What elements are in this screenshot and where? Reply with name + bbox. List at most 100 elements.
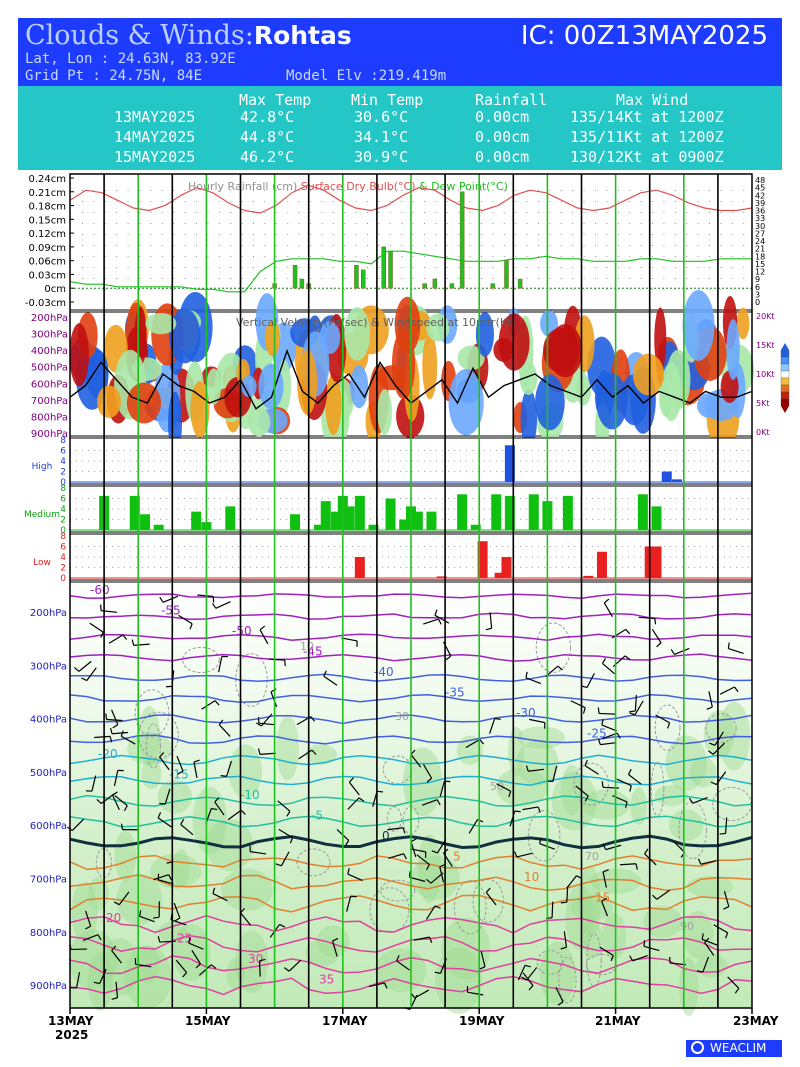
humidity-patch: [226, 957, 245, 990]
wind-barb-flag: [429, 936, 433, 943]
humidity-patch: [630, 787, 648, 826]
wind-barb: [655, 714, 670, 724]
grid-dot: [161, 267, 163, 268]
isotherm-label: -5: [311, 809, 323, 823]
grid-dot: [743, 212, 745, 213]
rain-bar: [292, 265, 298, 289]
grid-dot: [663, 267, 665, 268]
vv-blob: [475, 312, 494, 357]
grid-dot: [230, 245, 232, 246]
humidity-patch: [305, 939, 340, 967]
grid-dot: [389, 190, 391, 191]
grid-dot: [424, 201, 425, 202]
wind-barb: [570, 700, 586, 709]
wind-barb-flag: [131, 639, 135, 646]
rain-y-tick: 0.24cm: [28, 174, 66, 185]
vv-colorbar-cap: [781, 406, 789, 413]
vv-blob: [247, 407, 271, 437]
grid-dot: [389, 212, 391, 213]
grid-dot: [82, 201, 83, 202]
vv-blob: [520, 389, 538, 449]
grid-dot: [743, 256, 745, 257]
cloud-bar: [191, 511, 202, 530]
rain-bar: [517, 278, 523, 289]
grid-dot: [697, 190, 699, 191]
grid-dot: [298, 256, 300, 257]
grid-dot: [731, 267, 733, 268]
wind-barb-flag: [284, 660, 286, 667]
grid-dot: [389, 234, 391, 235]
grid-dot: [310, 234, 311, 235]
grid-dot: [298, 201, 300, 202]
grid-dot: [150, 256, 152, 257]
wind-barb-flag: [557, 665, 563, 671]
grid-dot: [173, 201, 175, 202]
wind-barb-flag: [602, 843, 607, 850]
grid-dot: [458, 234, 460, 235]
grid-dot: [184, 212, 186, 213]
wind-barb: [465, 738, 481, 749]
grid-dot: [720, 278, 722, 279]
grid-dot: [230, 212, 232, 213]
grid-dot: [697, 201, 699, 202]
grid-dot: [332, 190, 334, 191]
wind-barb: [724, 817, 728, 834]
cloud-bar: [651, 546, 662, 578]
wind-barb-flag: [139, 910, 142, 917]
wind-barb: [584, 765, 599, 775]
grid-dot: [583, 234, 585, 235]
vv-blob: [97, 385, 121, 419]
grid-dot: [583, 245, 585, 246]
model-elevation: Model Elv :219.419m: [286, 68, 447, 84]
cloud-y-tick: 2: [60, 564, 66, 574]
grid-dot: [720, 234, 722, 235]
grid-dot: [560, 223, 562, 224]
grid-dot: [184, 234, 186, 235]
humidity-patch: [141, 759, 162, 789]
wind-barb-flag: [425, 864, 430, 871]
grid-dot: [435, 234, 437, 235]
row-max-wind: 130/12Kt at 0900Z: [570, 148, 724, 166]
grid-dot: [424, 289, 425, 290]
humidity-patch: [703, 709, 735, 759]
grid-dot: [150, 223, 152, 224]
grid-dot: [139, 256, 140, 257]
grid-dot: [287, 256, 289, 257]
wind-barb: [416, 854, 430, 866]
grid-dot: [241, 278, 243, 279]
grid-dot: [253, 289, 254, 290]
grid-dot: [469, 267, 471, 268]
wind-barb: [410, 841, 417, 858]
grid-dot: [538, 245, 539, 246]
grid-dot: [230, 278, 232, 279]
grid-dot: [526, 278, 528, 279]
vv-blob: [736, 307, 750, 340]
grid-dot: [287, 190, 289, 191]
grid-dot: [367, 256, 368, 257]
vv-y-tick: 400hPa: [31, 346, 68, 357]
grid-dot: [287, 223, 289, 224]
grid-dot: [230, 234, 232, 235]
grid-dot: [184, 256, 186, 257]
grid-dot: [93, 212, 95, 213]
grid-dot: [652, 289, 653, 290]
grid-dot: [697, 245, 699, 246]
grid-dot: [583, 190, 585, 191]
grid-dot: [93, 234, 95, 235]
isotherm-label: 10: [524, 870, 539, 884]
wind-barb: [423, 618, 439, 625]
grid-dot: [538, 256, 539, 257]
grid-dot: [275, 223, 277, 224]
grid-dot: [298, 234, 300, 235]
grid-dot: [127, 245, 129, 246]
wind-barb: [529, 718, 545, 724]
grid-dot: [367, 245, 368, 246]
wind-barb-flag: [445, 655, 452, 661]
humidity-contour: [585, 953, 618, 976]
grid-dot: [731, 278, 733, 279]
wind-barb: [250, 851, 267, 855]
grid-dot: [275, 278, 277, 279]
grid-dot: [150, 267, 152, 268]
grid-dot: [697, 223, 699, 224]
wind-barb-flag: [584, 795, 589, 802]
